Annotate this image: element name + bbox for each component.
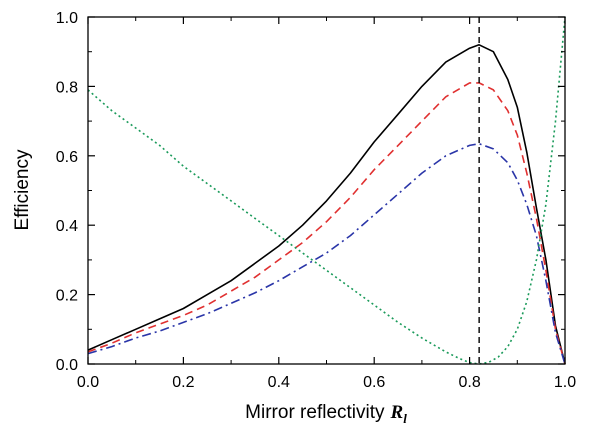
series-line-4 — [87, 16, 566, 365]
y-tick-label: 0.2 — [56, 288, 78, 305]
x-axis-title-text: Mirror reflectivity — [245, 402, 385, 423]
x-tick-label: 0.4 — [268, 374, 290, 391]
series-layer — [87, 16, 566, 365]
y-tick-label: 1.0 — [56, 10, 78, 27]
x-tick-label: 0.0 — [77, 374, 99, 391]
series-line-1 — [87, 43, 566, 365]
series-line-3 — [87, 142, 566, 365]
y-tick-label: 0.0 — [56, 357, 78, 374]
x-axis-title: Mirror reflectivity Rl — [245, 402, 407, 426]
y-axis-title: Efficiency — [12, 149, 33, 230]
y-tick-label: 0.6 — [56, 149, 78, 166]
x-axis-title-symbol: R — [390, 402, 404, 423]
x-tick-label: 1.0 — [554, 374, 576, 391]
ticks-layer — [87, 16, 566, 365]
x-tick-label: 0.6 — [363, 374, 385, 391]
y-tick-label: 0.8 — [56, 79, 78, 96]
series-line-2 — [87, 82, 566, 365]
x-tick-label: 0.8 — [458, 374, 480, 391]
x-tick-label: 0.2 — [172, 374, 194, 391]
x-axis-title-subscript: l — [403, 411, 407, 426]
tick-labels-layer: 0.0 0.2 0.4 0.6 0.8 1.0 0.0 0.2 0.4 0.6 0.8 1.0 — [56, 10, 576, 391]
y-tick-label: 0.4 — [56, 218, 78, 235]
plot-frame — [87, 16, 566, 365]
axes-layer — [87, 16, 566, 365]
